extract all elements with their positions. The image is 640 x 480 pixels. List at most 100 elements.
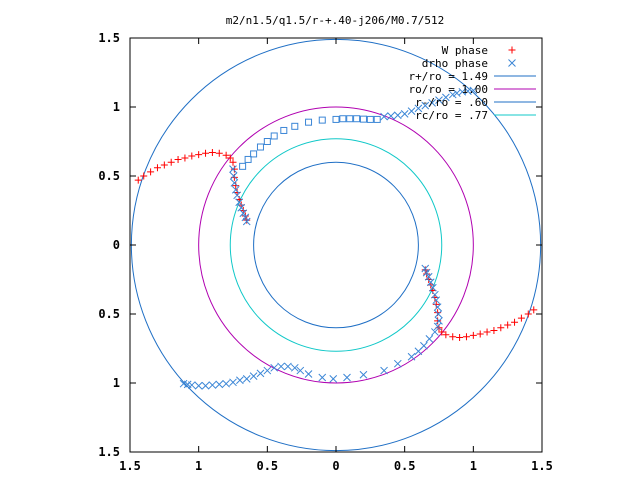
- drho-phase-point: [304, 370, 313, 378]
- drho-phase-point: [424, 272, 433, 281]
- w-phase-point: [490, 327, 498, 335]
- drho-phase-point: [242, 375, 251, 383]
- drho-phase-point: [242, 217, 251, 226]
- w-phase-point: [469, 331, 477, 339]
- drho-phase-point: [296, 366, 305, 375]
- drho-phase-point: [208, 381, 217, 389]
- w-phase-point: [140, 172, 148, 180]
- square-markers-point: [339, 115, 347, 123]
- legend-entry-ro-ro-1-00: ro/ro = 1.00: [409, 83, 536, 96]
- legend-label: drho phase: [422, 57, 488, 70]
- w-phase-point: [153, 164, 161, 172]
- square-markers-point: [270, 132, 278, 140]
- drho-phase-point: [201, 381, 210, 390]
- drho-phase-point: [270, 363, 279, 372]
- w-phase-point: [215, 149, 223, 157]
- drho-phase-point: [236, 376, 244, 385]
- square-markers-point: [366, 115, 374, 123]
- drho-phase-point: [433, 303, 442, 311]
- circle-rc-ro-77: [229, 138, 443, 352]
- w-phase-point: [195, 151, 203, 159]
- drho-phase-point: [414, 104, 423, 113]
- drho-phase-point: [277, 362, 285, 371]
- w-phase-point: [434, 317, 442, 325]
- w-phase-point: [530, 306, 538, 314]
- square-markers-point: [256, 143, 264, 151]
- y-tick-label: 0: [113, 238, 120, 252]
- legend-entry-w-phase: W phase: [442, 44, 516, 57]
- drho-phase-point: [222, 379, 230, 388]
- w-phase-point: [167, 158, 175, 166]
- w-phase-point: [511, 318, 519, 326]
- drho-phase-point: [194, 381, 203, 390]
- square-markers-point: [346, 115, 354, 123]
- w-phase-point: [449, 333, 457, 341]
- drho-phase-point: [421, 264, 430, 273]
- drho-phase-point: [235, 198, 244, 207]
- data-points: [134, 86, 538, 390]
- x-tick-label: 0.5: [394, 459, 416, 473]
- w-phase-point: [174, 155, 182, 163]
- w-phase-point: [456, 333, 464, 341]
- square-markers-point: [373, 115, 381, 123]
- x-tick-label: 0: [332, 459, 339, 473]
- legend-label: rc/ro = .77: [415, 109, 488, 122]
- drho-phase-point: [393, 359, 402, 368]
- w-phase-point: [226, 154, 234, 162]
- x-tick-label: 1.5: [531, 459, 553, 473]
- w-phase-point: [134, 176, 142, 184]
- drho-phase-point: [407, 107, 416, 115]
- legend-entry-rc-ro-77: rc/ro = .77: [415, 109, 536, 122]
- square-markers-point: [359, 115, 367, 123]
- w-phase-point: [188, 152, 196, 160]
- square-markers-point: [291, 122, 299, 130]
- drho-phase-point: [425, 334, 434, 343]
- square-markers-point: [318, 116, 326, 124]
- drho-phase-point: [428, 283, 437, 292]
- circle-ro-ro-1-00: [198, 106, 474, 384]
- legend-label: r+/ro = 1.49: [409, 70, 488, 83]
- legend-entry-r-ro-1-49: r+/ro = 1.49: [409, 70, 536, 83]
- circle-r-ro-60: [253, 161, 419, 329]
- drho-phase-point: [469, 86, 478, 95]
- drho-phase-point: [239, 209, 248, 218]
- y-tick-label: 1: [113, 376, 120, 390]
- square-markers-point: [250, 150, 258, 158]
- y-tick-label: 1: [113, 100, 120, 114]
- x-tick-label: 1: [470, 459, 477, 473]
- legend-label: W phase: [442, 44, 488, 57]
- drho-phase-point: [393, 111, 402, 120]
- legend-label: r-/ro = .60: [415, 96, 488, 109]
- legend-entry-drho-phase: drho phase: [422, 57, 516, 70]
- w-phase-point: [160, 161, 168, 169]
- square-markers-point: [332, 115, 340, 123]
- x-tick-label: 1.5: [119, 459, 141, 473]
- w-phase-point: [202, 149, 210, 157]
- w-phase-point: [497, 324, 505, 332]
- w-phase-point: [524, 310, 532, 318]
- square-markers-point: [305, 118, 313, 126]
- square-markers-point: [280, 126, 288, 134]
- drho-phase-point: [329, 375, 338, 383]
- drho-phase-point: [179, 379, 188, 388]
- drho-phase-point: [414, 347, 423, 356]
- w-phase-point: [462, 333, 470, 341]
- drho-phase-point: [428, 99, 436, 107]
- axis-ticks: 1.5 1 0.5 0 0.5 1 1.51.510.500.511.5: [98, 31, 553, 473]
- w-phase-point: [432, 300, 440, 308]
- w-phase-point: [208, 149, 216, 157]
- w-phase-point: [181, 154, 189, 162]
- square-markers-point: [353, 115, 361, 123]
- drho-phase-point: [230, 179, 239, 187]
- w-phase-point: [442, 331, 450, 339]
- square-markers-point: [244, 155, 252, 163]
- drho-phase-point: [421, 101, 430, 110]
- w-phase-point: [438, 328, 446, 336]
- drho-phase-point: [263, 366, 272, 375]
- drho-phase-point: [442, 93, 450, 102]
- drho-phase-point: [431, 328, 439, 336]
- drho-phase-point: [215, 380, 224, 389]
- legend-entry-r-ro-60: r-/ro = .60: [415, 96, 536, 109]
- chart-title: m2/n1.5/q1.5/r-+.40-j206/M0.7/512: [226, 14, 445, 27]
